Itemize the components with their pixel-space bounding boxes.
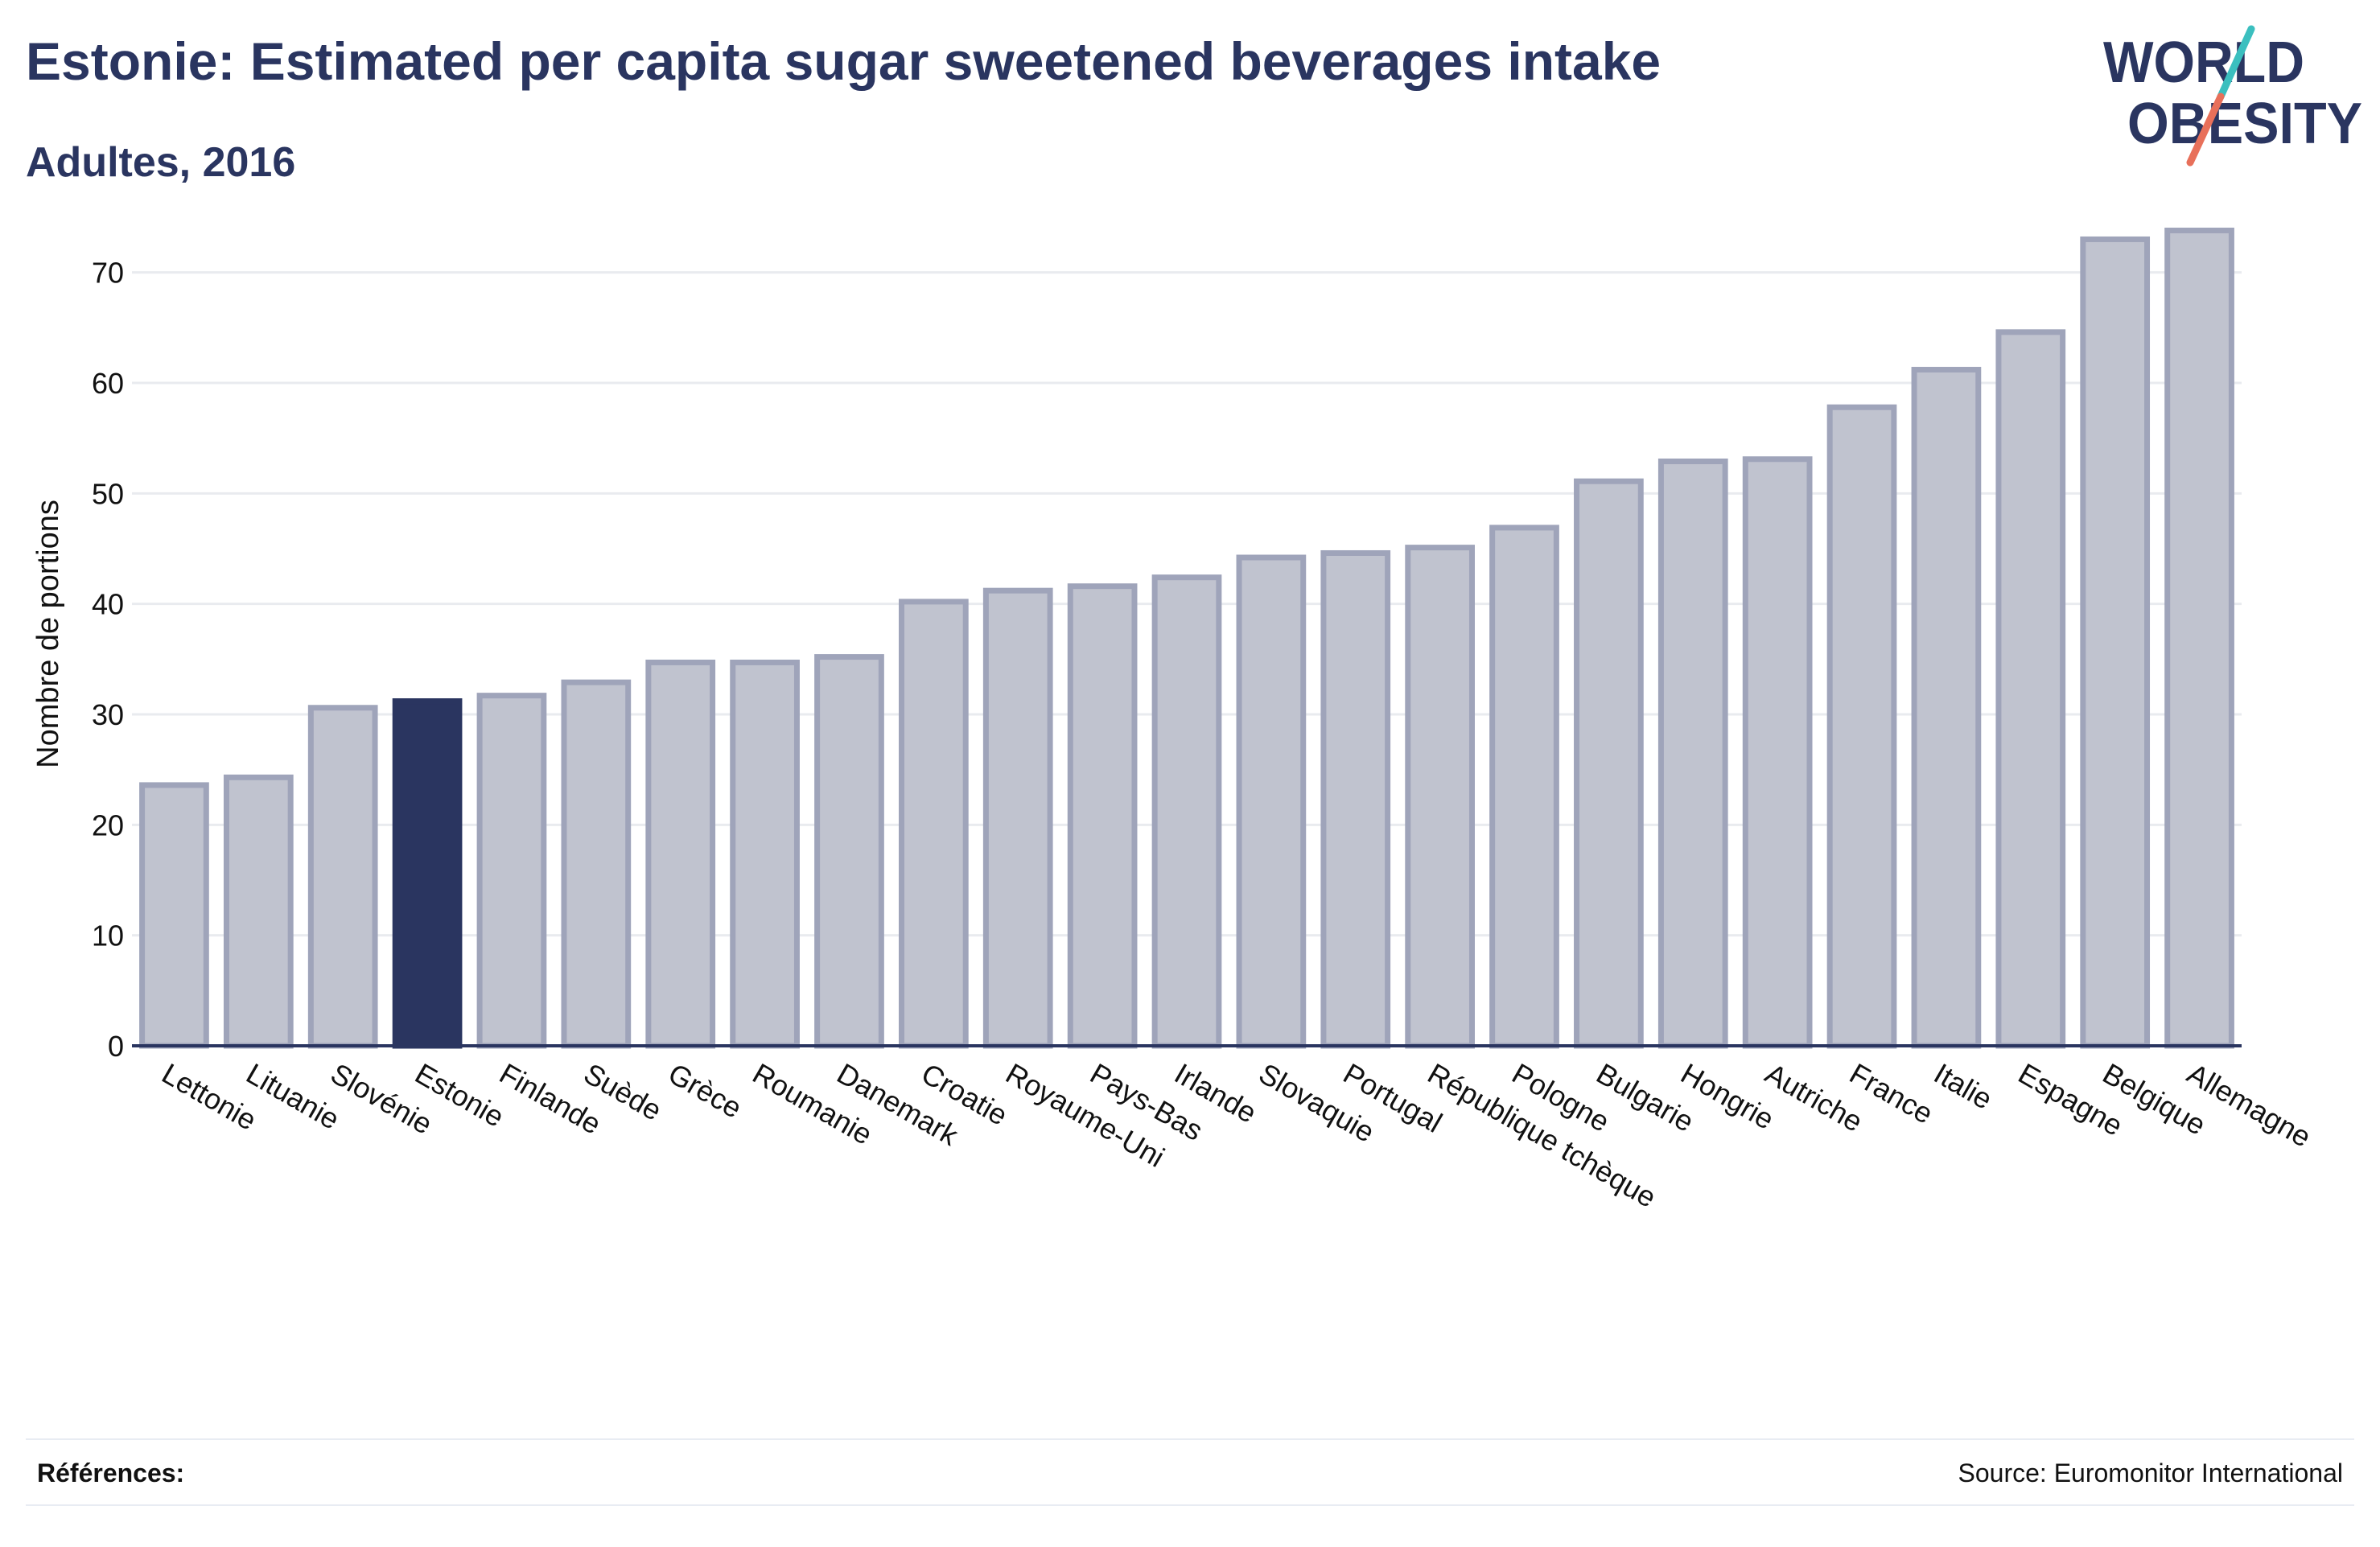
bar-allemagne bbox=[2164, 227, 2234, 1049]
bar-république-tchèque bbox=[1405, 545, 1475, 1049]
x-tick-label: Bulgarie bbox=[1591, 1056, 1699, 1138]
bar-slovaquie bbox=[1236, 554, 1307, 1049]
source-credit: Source: Euromonitor International bbox=[1958, 1459, 2343, 1487]
bars bbox=[139, 227, 2234, 1049]
logo-slash-coral bbox=[2186, 93, 2225, 167]
y-tick-label: 50 bbox=[92, 477, 124, 510]
bar-lituanie bbox=[223, 774, 294, 1049]
y-tick-label: 10 bbox=[92, 920, 124, 952]
bar-finlande bbox=[476, 693, 547, 1049]
x-tick-label: Italie bbox=[1929, 1056, 1998, 1116]
chart-subtitle: Adultes, 2016 bbox=[26, 139, 296, 186]
x-tick-label: Grèce bbox=[663, 1056, 747, 1125]
bar-lettonie bbox=[139, 782, 209, 1049]
y-axis-label: Nombre de portions bbox=[31, 500, 65, 768]
bar-danemark bbox=[814, 654, 884, 1049]
bar-royaume-uni bbox=[982, 587, 1053, 1049]
chart-title: Estonie: Estimated per capita sugar swee… bbox=[26, 31, 1661, 91]
bar-belgique bbox=[2080, 236, 2151, 1049]
bar-chart: 0 10 20 30 40 50 60 70 LettonieLituanieSlovénie… bbox=[31, 227, 2316, 1214]
y-tick-label: 70 bbox=[92, 257, 124, 290]
bar-croatie bbox=[899, 599, 969, 1049]
bar-bulgarie bbox=[1574, 478, 1644, 1049]
x-axis-labels: LettonieLituanieSlovénieEstonieFinlandeS… bbox=[156, 1056, 2316, 1214]
logo-text-world: WORLD bbox=[2103, 31, 2304, 95]
bar-slovénie bbox=[307, 705, 378, 1049]
bar-espagne bbox=[1995, 329, 2066, 1049]
y-tick-label: 60 bbox=[92, 367, 124, 400]
footer-divider-bottom bbox=[26, 1504, 2354, 1506]
bar-pays-bas bbox=[1067, 583, 1138, 1049]
bar-italie bbox=[1911, 367, 1982, 1049]
bar-autriche bbox=[1742, 456, 1813, 1049]
bar-hongrie bbox=[1657, 459, 1728, 1049]
y-tick-label: 0 bbox=[108, 1030, 124, 1063]
bar-grèce bbox=[645, 659, 716, 1049]
bar-estonie bbox=[392, 698, 463, 1049]
bar-portugal bbox=[1320, 549, 1391, 1049]
y-tick-label: 40 bbox=[92, 588, 124, 621]
x-tick-label: Allemagne bbox=[2182, 1056, 2317, 1154]
references-label: Références: bbox=[37, 1459, 185, 1487]
logo-slash-teal bbox=[2217, 25, 2255, 101]
bar-irlande bbox=[1151, 574, 1222, 1049]
y-tick-label: 30 bbox=[92, 698, 124, 731]
bar-france bbox=[1826, 404, 1897, 1049]
x-tick-label: Lettonie bbox=[156, 1056, 261, 1137]
footer-divider-top bbox=[26, 1438, 2354, 1440]
x-tick-label: Autriche bbox=[1760, 1056, 1868, 1138]
logo-text-obesity: OBESITY bbox=[2127, 92, 2362, 156]
y-axis-ticks: 0 10 20 30 40 50 60 70 bbox=[92, 257, 124, 1063]
bar-suède bbox=[561, 679, 632, 1049]
world-obesity-logo: WORLD OBESITY bbox=[2103, 25, 2362, 167]
bar-roumanie bbox=[730, 659, 800, 1049]
y-tick-label: 20 bbox=[92, 808, 124, 841]
bar-pologne bbox=[1489, 525, 1559, 1049]
x-tick-label: Lituanie bbox=[241, 1056, 345, 1136]
